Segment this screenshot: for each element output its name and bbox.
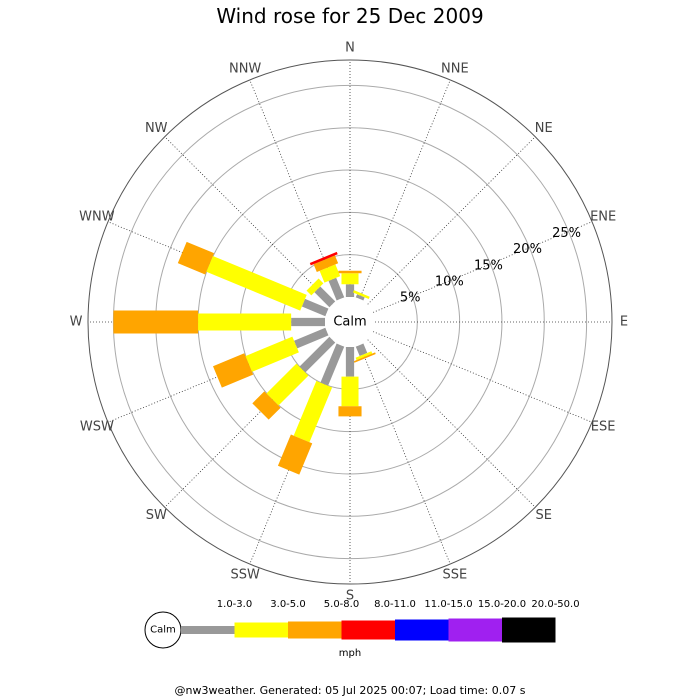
bar-segment: [355, 351, 373, 361]
direction-spoke: [359, 344, 451, 565]
legend-label: 11.0-15.0: [424, 599, 472, 610]
outer-ring: [87, 59, 613, 585]
bar-segment: [306, 278, 324, 296]
bar-segment: [314, 286, 336, 308]
direction-label: E: [620, 315, 628, 330]
ring-label: 20%: [513, 242, 542, 257]
calm-label: Calm: [333, 315, 366, 330]
bar-segment: [352, 290, 370, 300]
legend-swatch: [288, 621, 342, 639]
bar-segment: [313, 255, 339, 273]
direction-label: NNW: [229, 61, 261, 76]
legend-label: 5.0-8.0: [324, 599, 359, 610]
page-title: Wind rose for 25 Dec 2009: [216, 4, 484, 28]
legend-label: 20.0-50.0: [531, 599, 579, 610]
bar-segment: [245, 336, 299, 372]
bar-segment: [328, 277, 345, 301]
bar-segment: [177, 241, 215, 275]
legend-label: 3.0-5.0: [270, 599, 305, 610]
bar-segment: [355, 343, 368, 357]
bar-segment: [294, 327, 329, 349]
footer-text: @nw3weather. Generated: 05 Jul 2025 00:0…: [174, 684, 526, 697]
legend-calm-label: Calm: [150, 625, 176, 636]
bar-segment: [320, 343, 345, 386]
bar-segment: [266, 363, 309, 406]
legend-swatch: [181, 626, 235, 634]
legend-swatch: [234, 622, 288, 638]
legend-label: 8.0-11.0: [374, 599, 416, 610]
bar-segment: [353, 352, 376, 363]
legend-unit-label: mph: [339, 648, 361, 659]
ring-label: 25%: [552, 226, 581, 241]
legend-swatch: [448, 618, 502, 642]
bar-segment: [355, 294, 365, 301]
bar-segment: [299, 336, 336, 373]
legend-swatch: [502, 617, 556, 643]
ring-label: 10%: [435, 275, 464, 290]
ring-label: 15%: [474, 258, 503, 273]
grid-ring: [112, 84, 588, 560]
direction-spoke: [367, 136, 536, 305]
bar-segment: [301, 298, 329, 317]
bar-segment: [309, 251, 338, 266]
direction-label: WSW: [80, 419, 114, 434]
legend-label: 1.0-3.0: [217, 599, 252, 610]
direction-label: NNE: [441, 61, 469, 76]
bar-segment: [206, 255, 307, 311]
bar-segment: [213, 353, 254, 388]
bar-segment: [293, 380, 333, 443]
direction-label: NW: [145, 121, 168, 136]
direction-label: NE: [535, 121, 553, 136]
direction-spoke: [359, 79, 451, 300]
direction-spoke: [372, 331, 593, 423]
legend-swatch: [395, 619, 449, 641]
bar-segment: [252, 391, 281, 420]
direction-label: S: [346, 589, 354, 604]
legend-label: 15.0-20.0: [478, 599, 526, 610]
ring-label: 5%: [400, 291, 421, 306]
direction-spoke: [164, 136, 333, 305]
direction-label: N: [345, 41, 355, 56]
bar-segment: [277, 434, 313, 475]
direction-label: ESE: [591, 419, 616, 434]
calm-circle: [325, 297, 375, 347]
legend-swatch: [341, 620, 395, 640]
direction-label: SSW: [230, 568, 260, 583]
direction-label: SE: [536, 508, 552, 523]
direction-label: SW: [146, 508, 167, 523]
direction-label: ENE: [590, 210, 616, 225]
direction-label: SSE: [442, 568, 467, 583]
direction-spoke: [372, 221, 593, 313]
direction-label: WNW: [79, 210, 115, 225]
direction-spoke: [367, 339, 536, 508]
bar-segment: [319, 264, 341, 283]
direction-label: W: [70, 315, 83, 330]
